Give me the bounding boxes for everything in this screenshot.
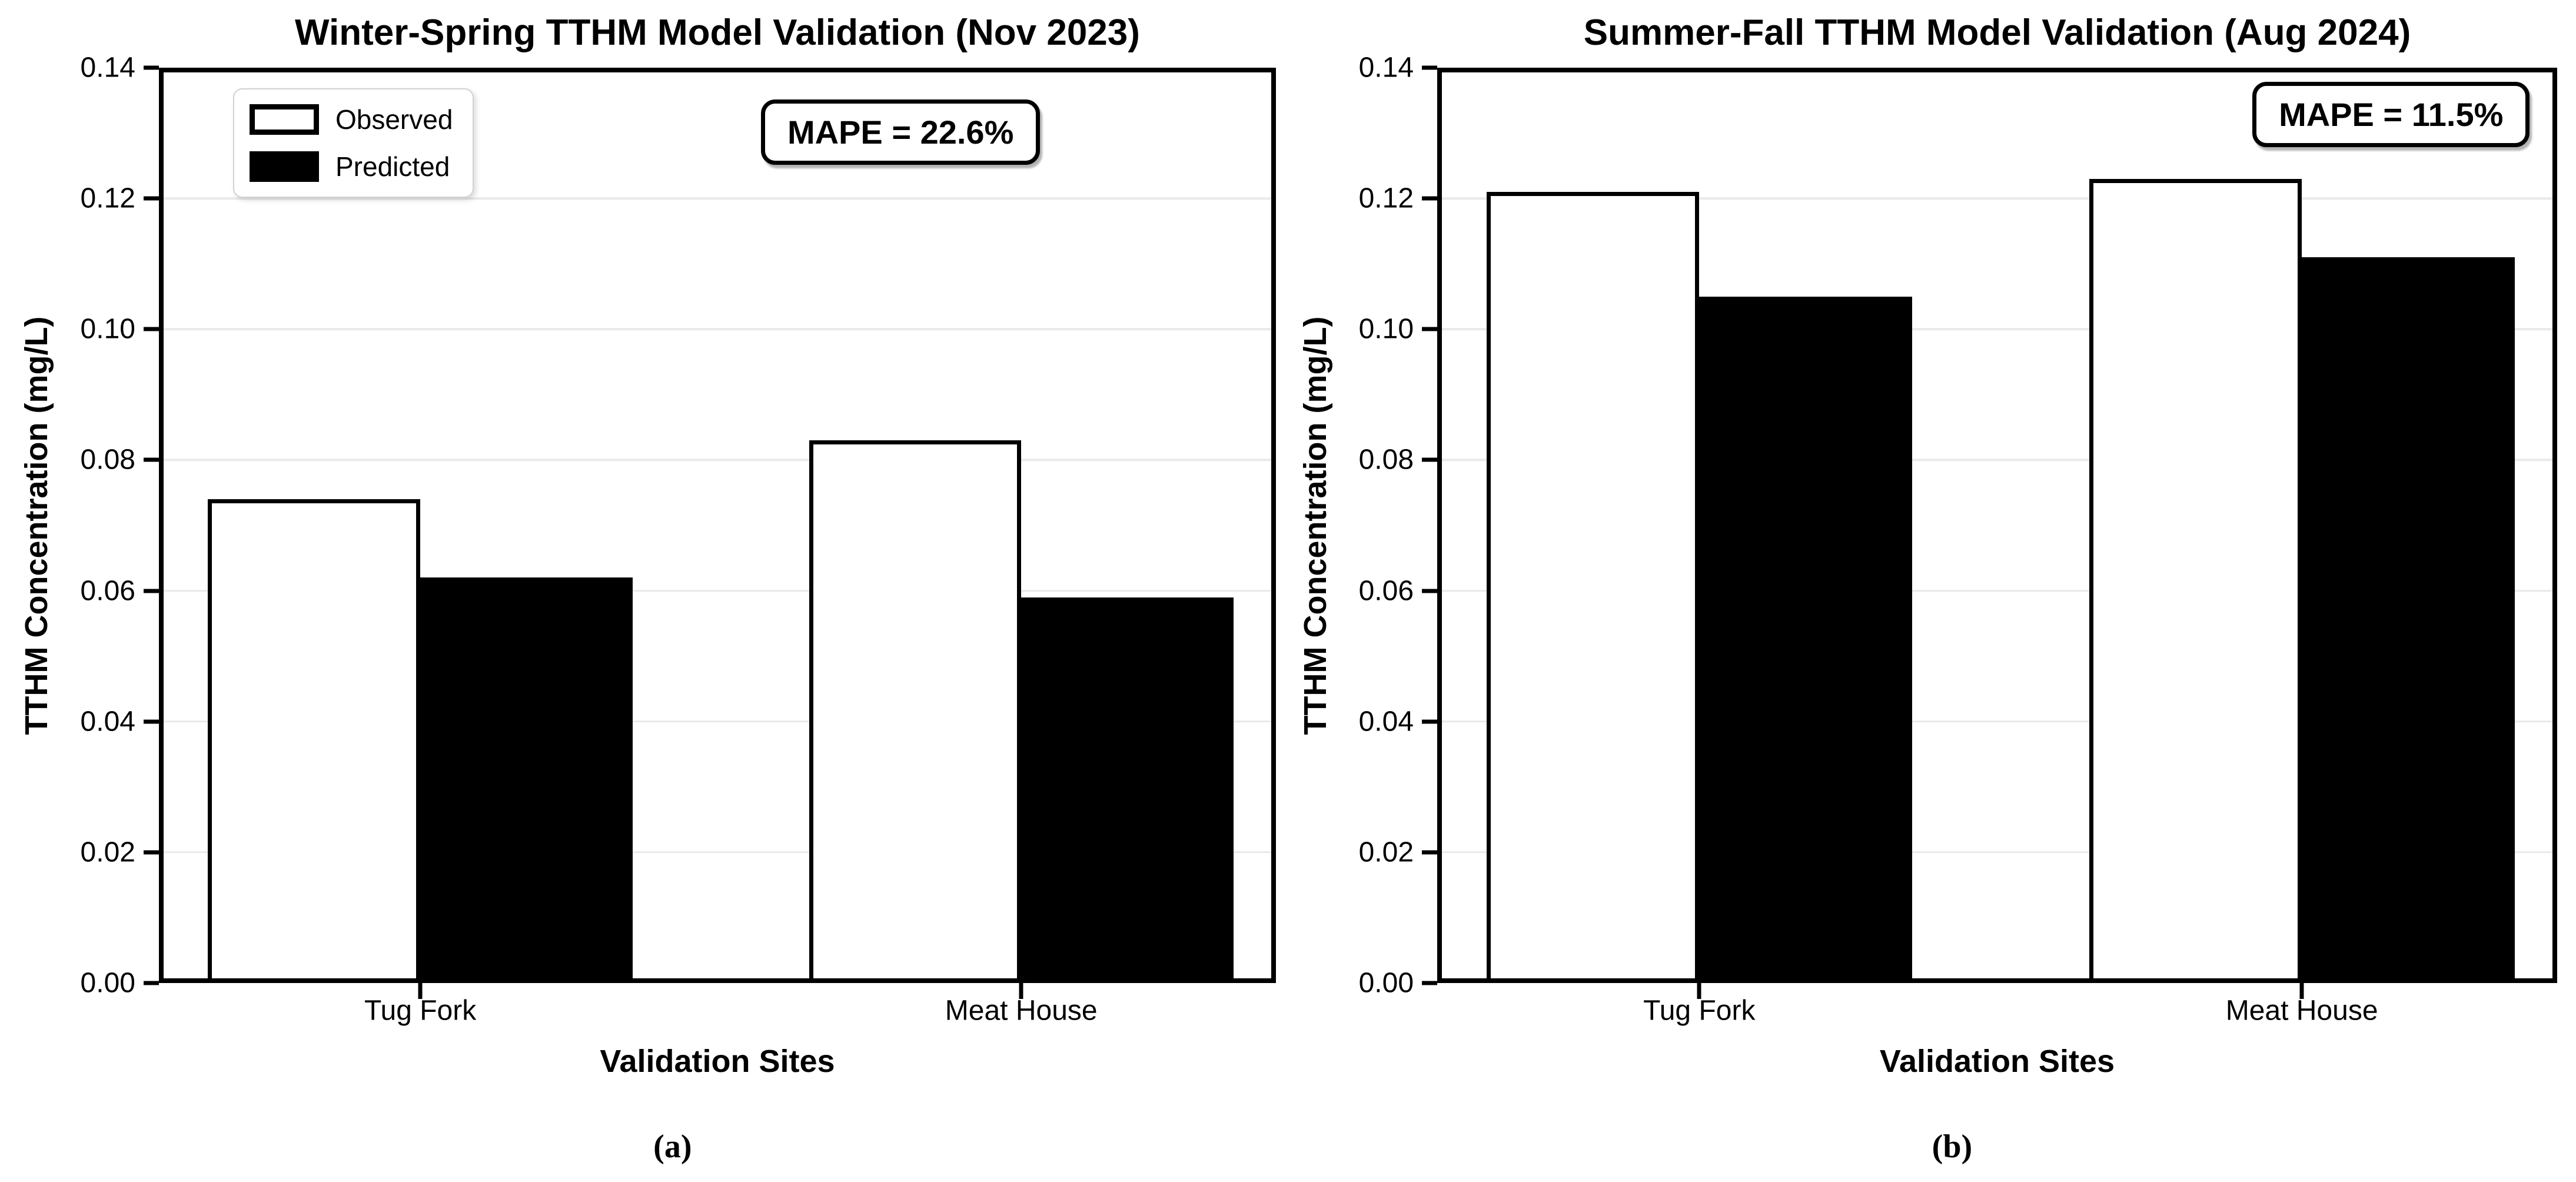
chart-title-a: Winter-Spring TTHM Model Validation (Nov… (295, 12, 1140, 54)
bar-predicted-tug-fork (420, 577, 633, 983)
y-gridline (1437, 197, 2557, 200)
y-gridline (1437, 459, 2557, 461)
y-tick-label: 0.10 (80, 313, 135, 345)
y-gridline (158, 851, 1276, 854)
plot-area-a: Observed Predicted MAPE = 22.6% 0.00 0.02… (81, 52, 1276, 1026)
x-tick (1019, 982, 1023, 999)
bar-predicted-tug-fork (1699, 296, 1912, 983)
bar-predicted-meat-house (1021, 597, 1234, 983)
y-tick-label: 0.14 (80, 52, 135, 84)
plot-area-b: MAPE = 11.5% 0.00 0.02 0.04 0.06 0.08 0.10 0.1… (1359, 52, 2557, 1026)
y-tick-label: 0.04 (1358, 706, 1414, 738)
y-tick (1422, 981, 1438, 985)
y-gridline (1437, 851, 2557, 854)
y-tick-label: 0.12 (1358, 182, 1414, 214)
y-tick (1422, 719, 1438, 724)
y-tick (143, 981, 159, 985)
y-tick-label: 0.04 (80, 706, 135, 738)
y-tick (1422, 196, 1438, 201)
legend-label-predicted: Predicted (335, 151, 450, 182)
y-gridline (158, 197, 1276, 200)
y-tick (1422, 589, 1438, 593)
panel-label-b: (b) (1932, 1128, 1973, 1165)
legend-label-observed: Observed (335, 104, 453, 135)
predicted-swatch-icon (249, 151, 319, 182)
y-tick (1422, 850, 1438, 855)
y-tick-label: 0.00 (80, 967, 135, 999)
y-gridline (158, 459, 1276, 461)
y-tick-label: 0.08 (80, 444, 135, 476)
legend-item-predicted: Predicted (249, 151, 453, 182)
y-tick-label: 0.08 (1358, 444, 1414, 476)
x-axis-label-a: Validation Sites (600, 1044, 835, 1080)
y-gridline (1437, 589, 2557, 592)
y-tick (1422, 327, 1438, 331)
y-tick (143, 65, 159, 70)
y-gridline (1437, 328, 2557, 331)
x-tick (1697, 982, 1701, 999)
x-tick (2299, 982, 2304, 999)
bar-predicted-meat-house (2302, 257, 2515, 983)
legend: Observed Predicted (232, 88, 474, 198)
y-tick-label: 0.00 (1358, 967, 1414, 999)
x-tick-label: Meat House (945, 995, 1098, 1027)
bar-observed-tug-fork (208, 499, 421, 983)
bar-observed-tug-fork (1486, 192, 1700, 983)
chart-title-b: Summer-Fall TTHM Model Validation (Aug 2… (1583, 12, 2411, 54)
y-tick-label: 0.02 (1358, 836, 1414, 868)
mape-annotation-b: MAPE = 11.5% (2252, 82, 2530, 148)
y-tick (143, 719, 159, 724)
y-tick (1422, 457, 1438, 462)
y-tick-label: 0.12 (80, 182, 135, 214)
legend-item-observed: Observed (249, 104, 453, 135)
y-tick-label: 0.10 (1358, 313, 1414, 345)
y-gridline (158, 720, 1276, 723)
x-tick-label: Tug Fork (1643, 995, 1756, 1027)
y-gridline (158, 589, 1276, 592)
y-gridline (1437, 720, 2557, 723)
bar-observed-meat-house (2089, 178, 2302, 983)
y-tick (143, 327, 159, 331)
x-tick-label: Meat House (2225, 995, 2378, 1027)
panel-label-a: (a) (653, 1128, 692, 1165)
mape-annotation-a: MAPE = 22.6% (760, 99, 1041, 165)
y-tick (1422, 65, 1438, 70)
y-tick-label: 0.14 (1358, 52, 1414, 84)
bar-observed-meat-house (809, 440, 1022, 983)
y-tick (143, 196, 159, 201)
y-tick-label: 0.02 (80, 836, 135, 868)
y-axis-label-a: TTHM Concentration (mg/L) (19, 316, 55, 735)
y-gridline (158, 328, 1276, 331)
x-tick (418, 982, 423, 999)
y-tick-label: 0.06 (80, 575, 135, 607)
observed-swatch-icon (249, 104, 319, 135)
y-tick (143, 457, 159, 462)
y-tick (143, 850, 159, 855)
x-tick-label: Tug Fork (364, 995, 477, 1027)
x-axis-label-b: Validation Sites (1879, 1044, 2115, 1080)
y-axis-label-b: TTHM Concentration (mg/L) (1297, 316, 1333, 735)
y-tick-label: 0.06 (1358, 575, 1414, 607)
y-tick (143, 589, 159, 593)
